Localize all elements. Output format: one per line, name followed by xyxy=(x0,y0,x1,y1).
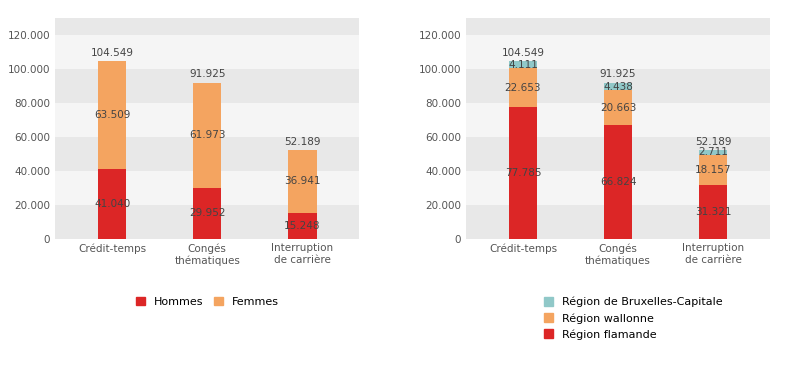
Text: 61.973: 61.973 xyxy=(189,130,226,140)
Text: 66.824: 66.824 xyxy=(600,177,637,187)
Bar xyxy=(466,205,770,239)
Bar xyxy=(509,107,538,239)
Bar xyxy=(466,103,770,137)
Text: 18.157: 18.157 xyxy=(695,165,732,175)
Text: 22.653: 22.653 xyxy=(505,83,542,92)
Text: 4.111: 4.111 xyxy=(508,60,538,70)
Bar xyxy=(193,188,222,239)
Bar xyxy=(55,35,359,69)
Text: 104.549: 104.549 xyxy=(501,48,545,58)
Bar xyxy=(55,205,359,239)
Bar xyxy=(55,171,359,205)
Bar xyxy=(97,61,127,169)
Text: 36.941: 36.941 xyxy=(284,177,321,186)
Bar xyxy=(288,150,317,213)
Text: 20.663: 20.663 xyxy=(600,103,637,113)
Text: 29.952: 29.952 xyxy=(189,208,226,218)
Bar xyxy=(509,61,538,68)
Text: 52.189: 52.189 xyxy=(695,137,732,147)
Text: 52.189: 52.189 xyxy=(284,137,321,147)
Text: 91.925: 91.925 xyxy=(600,69,637,80)
Bar xyxy=(699,150,728,155)
Bar xyxy=(509,68,538,107)
Text: 15.248: 15.248 xyxy=(284,221,321,230)
Bar xyxy=(97,169,127,239)
Text: 41.040: 41.040 xyxy=(94,199,130,209)
Bar xyxy=(466,171,770,205)
Text: 63.509: 63.509 xyxy=(94,110,130,120)
Text: 104.549: 104.549 xyxy=(90,48,134,58)
Text: 2.711: 2.711 xyxy=(698,148,728,157)
Text: 77.785: 77.785 xyxy=(505,168,542,178)
Bar xyxy=(193,83,222,188)
Bar xyxy=(466,18,770,35)
Legend: Hommes, Femmes: Hommes, Femmes xyxy=(131,292,283,312)
Bar xyxy=(604,90,633,126)
Bar xyxy=(55,69,359,103)
Bar xyxy=(604,126,633,239)
Bar xyxy=(699,155,728,185)
Bar xyxy=(699,185,728,239)
Bar xyxy=(604,83,633,90)
Bar xyxy=(466,35,770,69)
Text: 4.438: 4.438 xyxy=(603,81,633,92)
Text: 91.925: 91.925 xyxy=(189,69,226,80)
Bar xyxy=(55,18,359,35)
Bar xyxy=(55,137,359,171)
Text: 31.321: 31.321 xyxy=(695,207,732,217)
Bar xyxy=(55,103,359,137)
Bar xyxy=(288,213,317,239)
Bar xyxy=(466,69,770,103)
Bar xyxy=(466,137,770,171)
Legend: Région de Bruxelles-Capitale, Région wallonne, Région flamande: Région de Bruxelles-Capitale, Région wal… xyxy=(540,292,727,344)
